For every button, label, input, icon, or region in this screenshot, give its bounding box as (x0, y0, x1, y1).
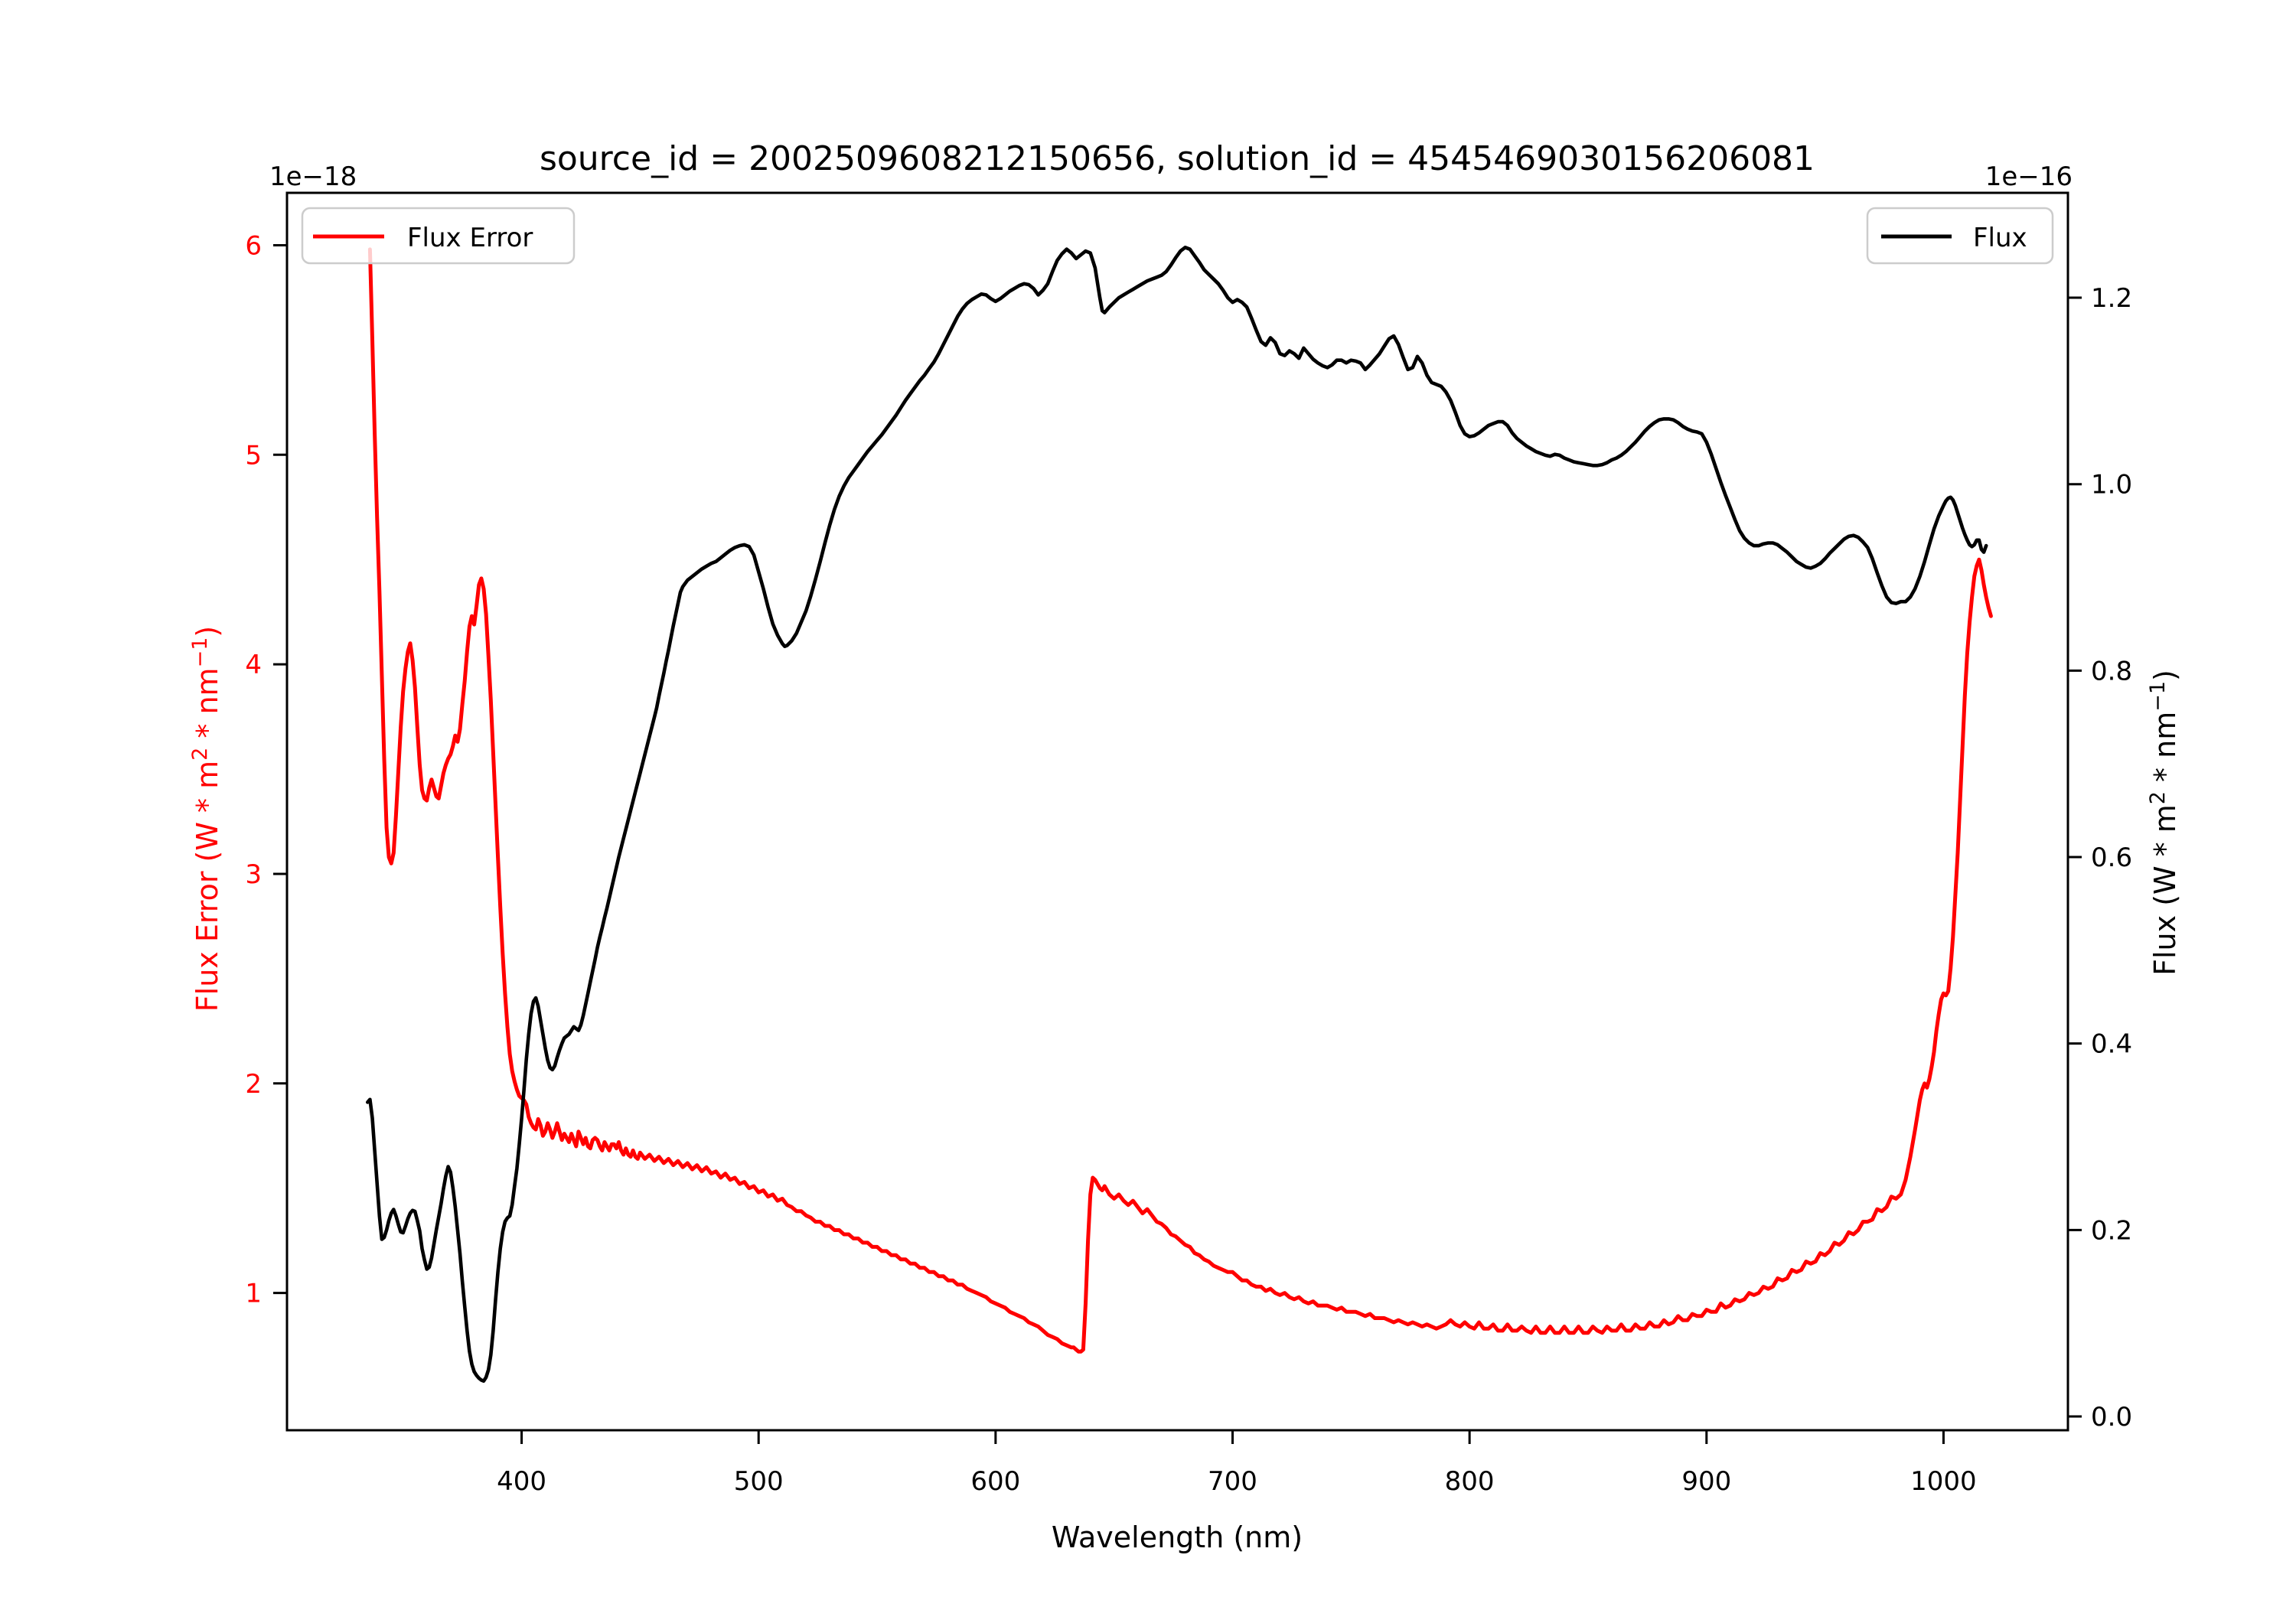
tick-label: 800 (1445, 1466, 1495, 1497)
tick-label: 500 (734, 1466, 784, 1497)
tick-label: 6 (245, 230, 262, 261)
tick-label: 700 (1208, 1466, 1257, 1497)
tick-label: 0.4 (2091, 1029, 2132, 1060)
axis-label-text: 2 (2146, 791, 2170, 804)
tick-label: 600 (970, 1466, 1020, 1497)
y-left-axis-ticks: 1 2 3 4 5 6 (245, 230, 287, 1309)
tick-label: 0.0 (2091, 1402, 2132, 1433)
flux-curve (366, 246, 1988, 1383)
tick-label: 1.2 (2091, 283, 2132, 314)
y-right-axis-ticks: 0.0 0.2 0.4 0.6 0.8 1.0 1.2 (2068, 283, 2132, 1433)
tick-label: 1.0 (2091, 470, 2132, 500)
tick-label: 400 (497, 1466, 546, 1497)
tick-label: 3 (245, 859, 262, 890)
axis-label-text: ) (191, 626, 224, 637)
axis-label-text: * nm (191, 667, 224, 747)
tick-label: 0.6 (2091, 843, 2132, 873)
tick-label: 4 (245, 650, 262, 680)
legend-label-flux: Flux (1973, 223, 2027, 253)
legend-box (301, 207, 576, 265)
legend-flux-error: Flux Error (301, 207, 576, 265)
y-right-axis-label: Flux (W * m2 * nm−1) (2146, 670, 2182, 976)
x-axis-ticks: 400 500 600 700 800 900 1000 (497, 1430, 1977, 1497)
plot-area (287, 193, 2068, 1430)
tick-label: 1000 (1910, 1466, 1977, 1497)
chart-title: source_id = 2002509608212150656, solutio… (540, 139, 1815, 178)
x-axis-label: Wavelength (nm) (1052, 1521, 1303, 1554)
y-left-axis-label: Flux Error (W * m2 * nm−1) (188, 626, 224, 1012)
axis-label-text: −1 (188, 637, 212, 668)
axis-label-text: ) (2148, 670, 2182, 681)
axis-label-text: * nm (2148, 712, 2182, 791)
axes-frame (285, 191, 2069, 1432)
legend-box (1866, 207, 2054, 265)
flux-error-curve (367, 247, 1993, 1354)
axis-label-text: 2 (188, 748, 212, 761)
tick-label: 5 (245, 440, 262, 471)
tick-label: 1 (245, 1279, 262, 1309)
axis-label-text: Flux (W * m (2148, 804, 2182, 976)
y-right-offset-text: 1e−16 (1985, 161, 2073, 192)
tick-label: 0.8 (2091, 656, 2132, 686)
axis-label-text: Flux Error (W * m (191, 761, 224, 1012)
legend-label-flux-error: Flux Error (407, 223, 533, 253)
tick-label: 900 (1681, 1466, 1731, 1497)
tick-label: 0.2 (2091, 1215, 2132, 1246)
tick-label: 2 (245, 1069, 262, 1100)
axis-label-text: −1 (2146, 681, 2170, 712)
y-left-offset-text: 1e−18 (269, 161, 357, 192)
legend-flux: Flux (1866, 207, 2054, 265)
